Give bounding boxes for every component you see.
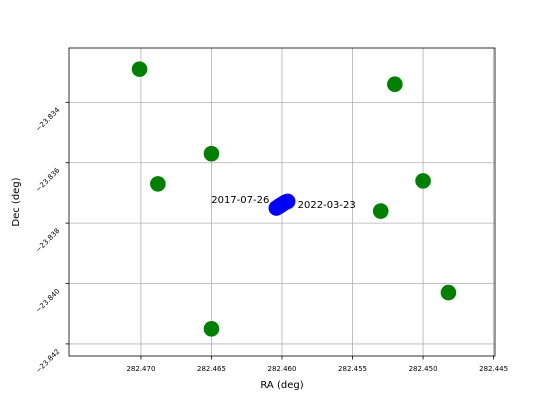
y-tick-label: −23.842 xyxy=(34,348,61,375)
blue-point xyxy=(280,194,296,210)
x-tick-label: 282.445 xyxy=(479,365,508,373)
y-axis-label: Dec (deg) xyxy=(11,177,22,226)
date-annotation: 2017-07-26 xyxy=(211,195,269,206)
x-axis-label: RA (deg) xyxy=(260,380,303,391)
x-tick-label: 282.460 xyxy=(268,365,297,373)
green-point xyxy=(387,76,403,92)
x-tick-label: 282.455 xyxy=(338,365,367,373)
y-tick-label: −23.836 xyxy=(34,166,62,194)
date-annotation: 2022-03-23 xyxy=(298,200,356,211)
x-tick-label: 282.465 xyxy=(197,365,226,373)
x-tick-label: 282.470 xyxy=(126,365,155,373)
x-axis-ticks: 282.470 282.465 282.460 282.455 282.450 282.4… xyxy=(126,356,508,373)
y-tick-label: −23.840 xyxy=(34,287,61,314)
green-point xyxy=(150,176,166,192)
y-axis-ticks: −23.834 −23.836 −23.838 −23.840 −23.842 xyxy=(34,102,69,374)
green-point xyxy=(132,61,148,77)
x-tick-label: 282.450 xyxy=(409,365,438,373)
green-point xyxy=(204,321,220,337)
green-point xyxy=(373,203,389,219)
green-point xyxy=(415,173,431,189)
green-point xyxy=(441,285,457,301)
y-tick-label: −23.838 xyxy=(34,227,61,254)
green-point xyxy=(204,146,220,162)
y-tick-label: −23.834 xyxy=(34,106,62,134)
